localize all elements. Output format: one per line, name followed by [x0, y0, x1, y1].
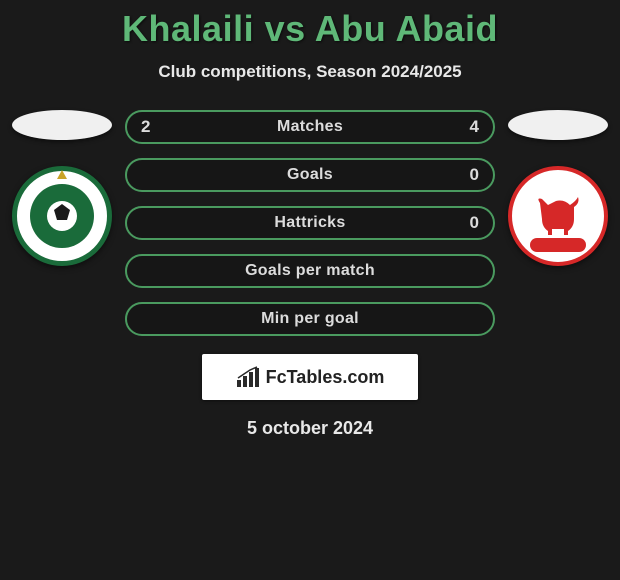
stat-label: Min per goal: [261, 310, 359, 328]
stat-row-goals: Goals 0: [125, 158, 495, 192]
left-player-col: [7, 110, 117, 266]
right-player-col: [503, 110, 613, 266]
right-flag-placeholder: [508, 110, 608, 140]
right-club-badge: [508, 166, 608, 266]
stat-row-hattricks: Hattricks 0: [125, 206, 495, 240]
brand-text: FcTables.com: [266, 367, 385, 388]
stat-row-matches: 2 Matches 4: [125, 110, 495, 144]
stat-label: Goals per match: [245, 262, 375, 280]
brand-box: FcTables.com: [202, 354, 418, 400]
stat-value-right: 0: [457, 213, 479, 233]
date-text: 5 october 2024: [0, 418, 620, 439]
left-club-badge: [12, 166, 112, 266]
subtitle: Club competitions, Season 2024/2025: [0, 62, 620, 82]
left-club-badge-inner: [30, 184, 94, 248]
ball-icon: [44, 198, 80, 234]
root-container: Khalaili vs Abu Abaid Club competitions,…: [0, 0, 620, 439]
goat-icon: [534, 195, 582, 237]
chart-icon: [236, 366, 260, 388]
page-title: Khalaili vs Abu Abaid: [0, 8, 620, 50]
stat-label: Matches: [277, 118, 343, 136]
stat-row-min-per-goal: Min per goal: [125, 302, 495, 336]
stats-column: 2 Matches 4 Goals 0 Hattricks 0 Goals pe…: [125, 110, 495, 336]
stat-value-right: 0: [457, 165, 479, 185]
stat-value-right: 4: [457, 117, 479, 137]
stat-value-left: 2: [141, 117, 163, 137]
left-flag-placeholder: [12, 110, 112, 140]
stat-label: Hattricks: [274, 214, 345, 232]
stat-label: Goals: [287, 166, 333, 184]
stat-row-goals-per-match: Goals per match: [125, 254, 495, 288]
main-row: 2 Matches 4 Goals 0 Hattricks 0 Goals pe…: [0, 110, 620, 336]
